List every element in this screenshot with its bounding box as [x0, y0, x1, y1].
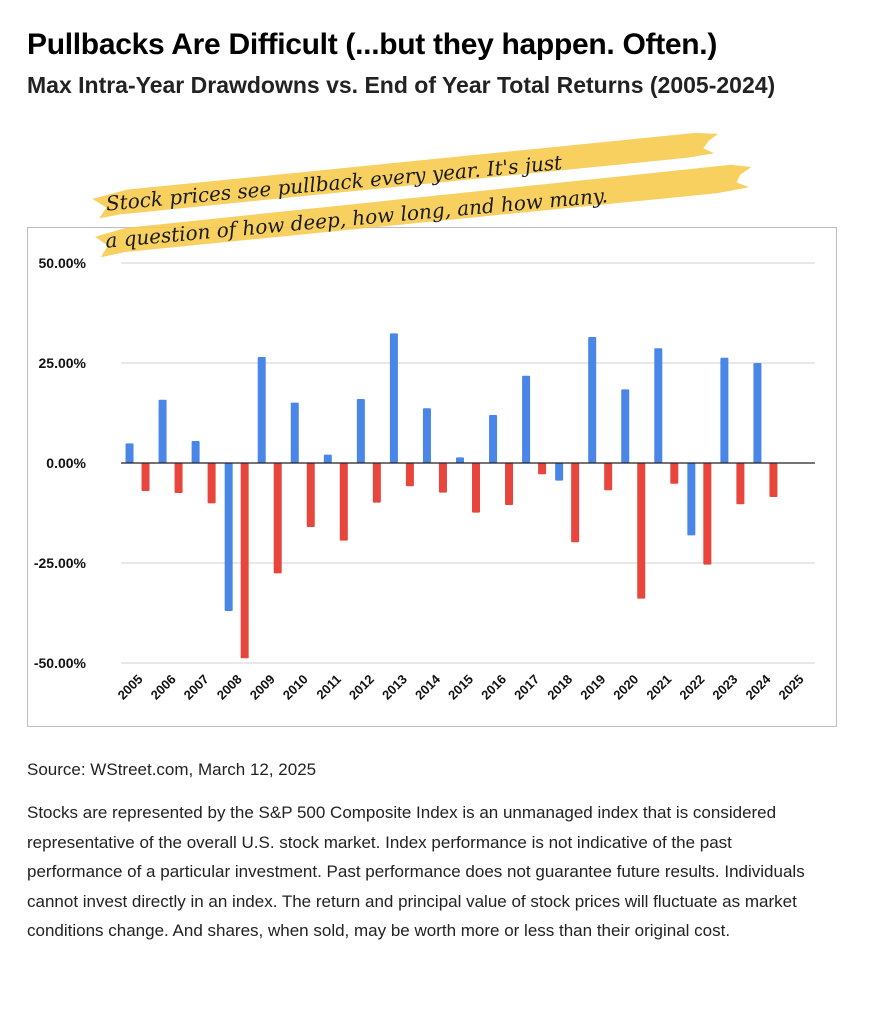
drawdown-bar	[505, 463, 514, 505]
y-tick-label: 25.00%	[39, 355, 87, 371]
x-tick-label: 2018	[544, 672, 575, 703]
y-tick-label: -50.00%	[34, 655, 87, 671]
y-tick-label: 0.00%	[46, 455, 86, 471]
x-tick-label: 2013	[379, 672, 410, 703]
drawdown-bar	[538, 463, 547, 475]
x-tick-label: 2014	[412, 671, 444, 703]
y-tick-label: 50.00%	[39, 255, 87, 271]
x-tick-label: 2005	[115, 672, 146, 703]
return-bar	[654, 348, 663, 463]
drawdown-bar	[670, 463, 679, 484]
return-bar	[588, 337, 597, 463]
x-tick-label: 2023	[709, 672, 740, 703]
return-bar	[323, 454, 332, 463]
return-bar	[158, 399, 167, 463]
x-tick-label: 2015	[445, 672, 476, 703]
x-tick-label: 2020	[610, 672, 641, 703]
x-tick-label: 2016	[478, 672, 509, 703]
return-bar	[290, 402, 299, 463]
drawdown-bar	[736, 463, 745, 505]
drawdown-bar	[372, 463, 381, 503]
x-tick-label: 2024	[742, 671, 774, 703]
x-tick-label: 2009	[247, 672, 278, 703]
drawdown-bar	[339, 463, 348, 541]
return-bar	[489, 415, 498, 463]
source-note: Source: WStreet.com, March 12, 2025	[27, 760, 317, 779]
drawdown-bar	[604, 463, 613, 491]
return-bar	[356, 399, 365, 463]
drawdown-bar	[769, 463, 778, 497]
drawdown-bar	[472, 463, 480, 513]
disclaimer-text: Stocks are represented by the S&P 500 Co…	[27, 803, 805, 940]
drawdown-bar	[141, 463, 150, 491]
return-bar	[125, 443, 134, 463]
x-tick-label: 2025	[776, 672, 807, 703]
drawdown-bar	[306, 463, 315, 527]
x-tick-label: 2011	[313, 672, 344, 703]
x-tick-label: 2019	[577, 672, 608, 703]
x-tick-label: 2008	[214, 672, 245, 703]
x-tick-label: 2006	[148, 672, 179, 703]
return-bar	[753, 363, 762, 463]
return-bar	[456, 457, 464, 463]
callout-line-1: Stock prices see pullback every year. It…	[105, 150, 564, 215]
page-title: Pullbacks Are Difficult (...but they hap…	[27, 28, 718, 61]
return-bar	[522, 375, 531, 463]
chart-container: 50.00% 25.00% 0.00% -25.00% -50.00% 2005 2006 2…	[27, 227, 837, 727]
return-bar	[389, 333, 398, 463]
return-bar	[621, 389, 630, 463]
y-tick-label: -25.00%	[34, 555, 87, 571]
drawdown-bar	[571, 463, 580, 543]
callout-highlight-1	[92, 132, 719, 219]
page-subtitle: Max Intra-Year Drawdowns vs. End of Year…	[27, 72, 776, 98]
drawdown-bar	[174, 463, 183, 493]
return-bar	[687, 463, 696, 536]
return-bar	[257, 357, 266, 463]
drawdown-bar	[405, 463, 414, 487]
x-tick-label: 2012	[346, 672, 377, 703]
drawdown-bar	[240, 463, 249, 659]
return-bar	[224, 463, 233, 611]
return-bar	[422, 408, 431, 463]
x-tick-label: 2021	[643, 672, 674, 703]
x-tick-label: 2017	[511, 672, 542, 703]
x-tick-label: 2007	[181, 672, 212, 703]
return-bar	[555, 463, 564, 481]
x-tick-label: 2022	[676, 672, 707, 703]
drawdown-bar	[703, 463, 712, 565]
drawdown-bar	[273, 463, 282, 574]
drawdown-bar	[207, 463, 216, 504]
x-tick-label: 2010	[280, 672, 311, 703]
drawdown-bar	[637, 463, 646, 599]
drawdown-bar	[438, 463, 447, 493]
return-bar	[720, 357, 729, 463]
drawdown-return-bar-chart: 50.00%25.00%0.00%-25.00%-50.00%2005 2006 2…	[34, 255, 815, 703]
return-bar	[191, 441, 200, 463]
